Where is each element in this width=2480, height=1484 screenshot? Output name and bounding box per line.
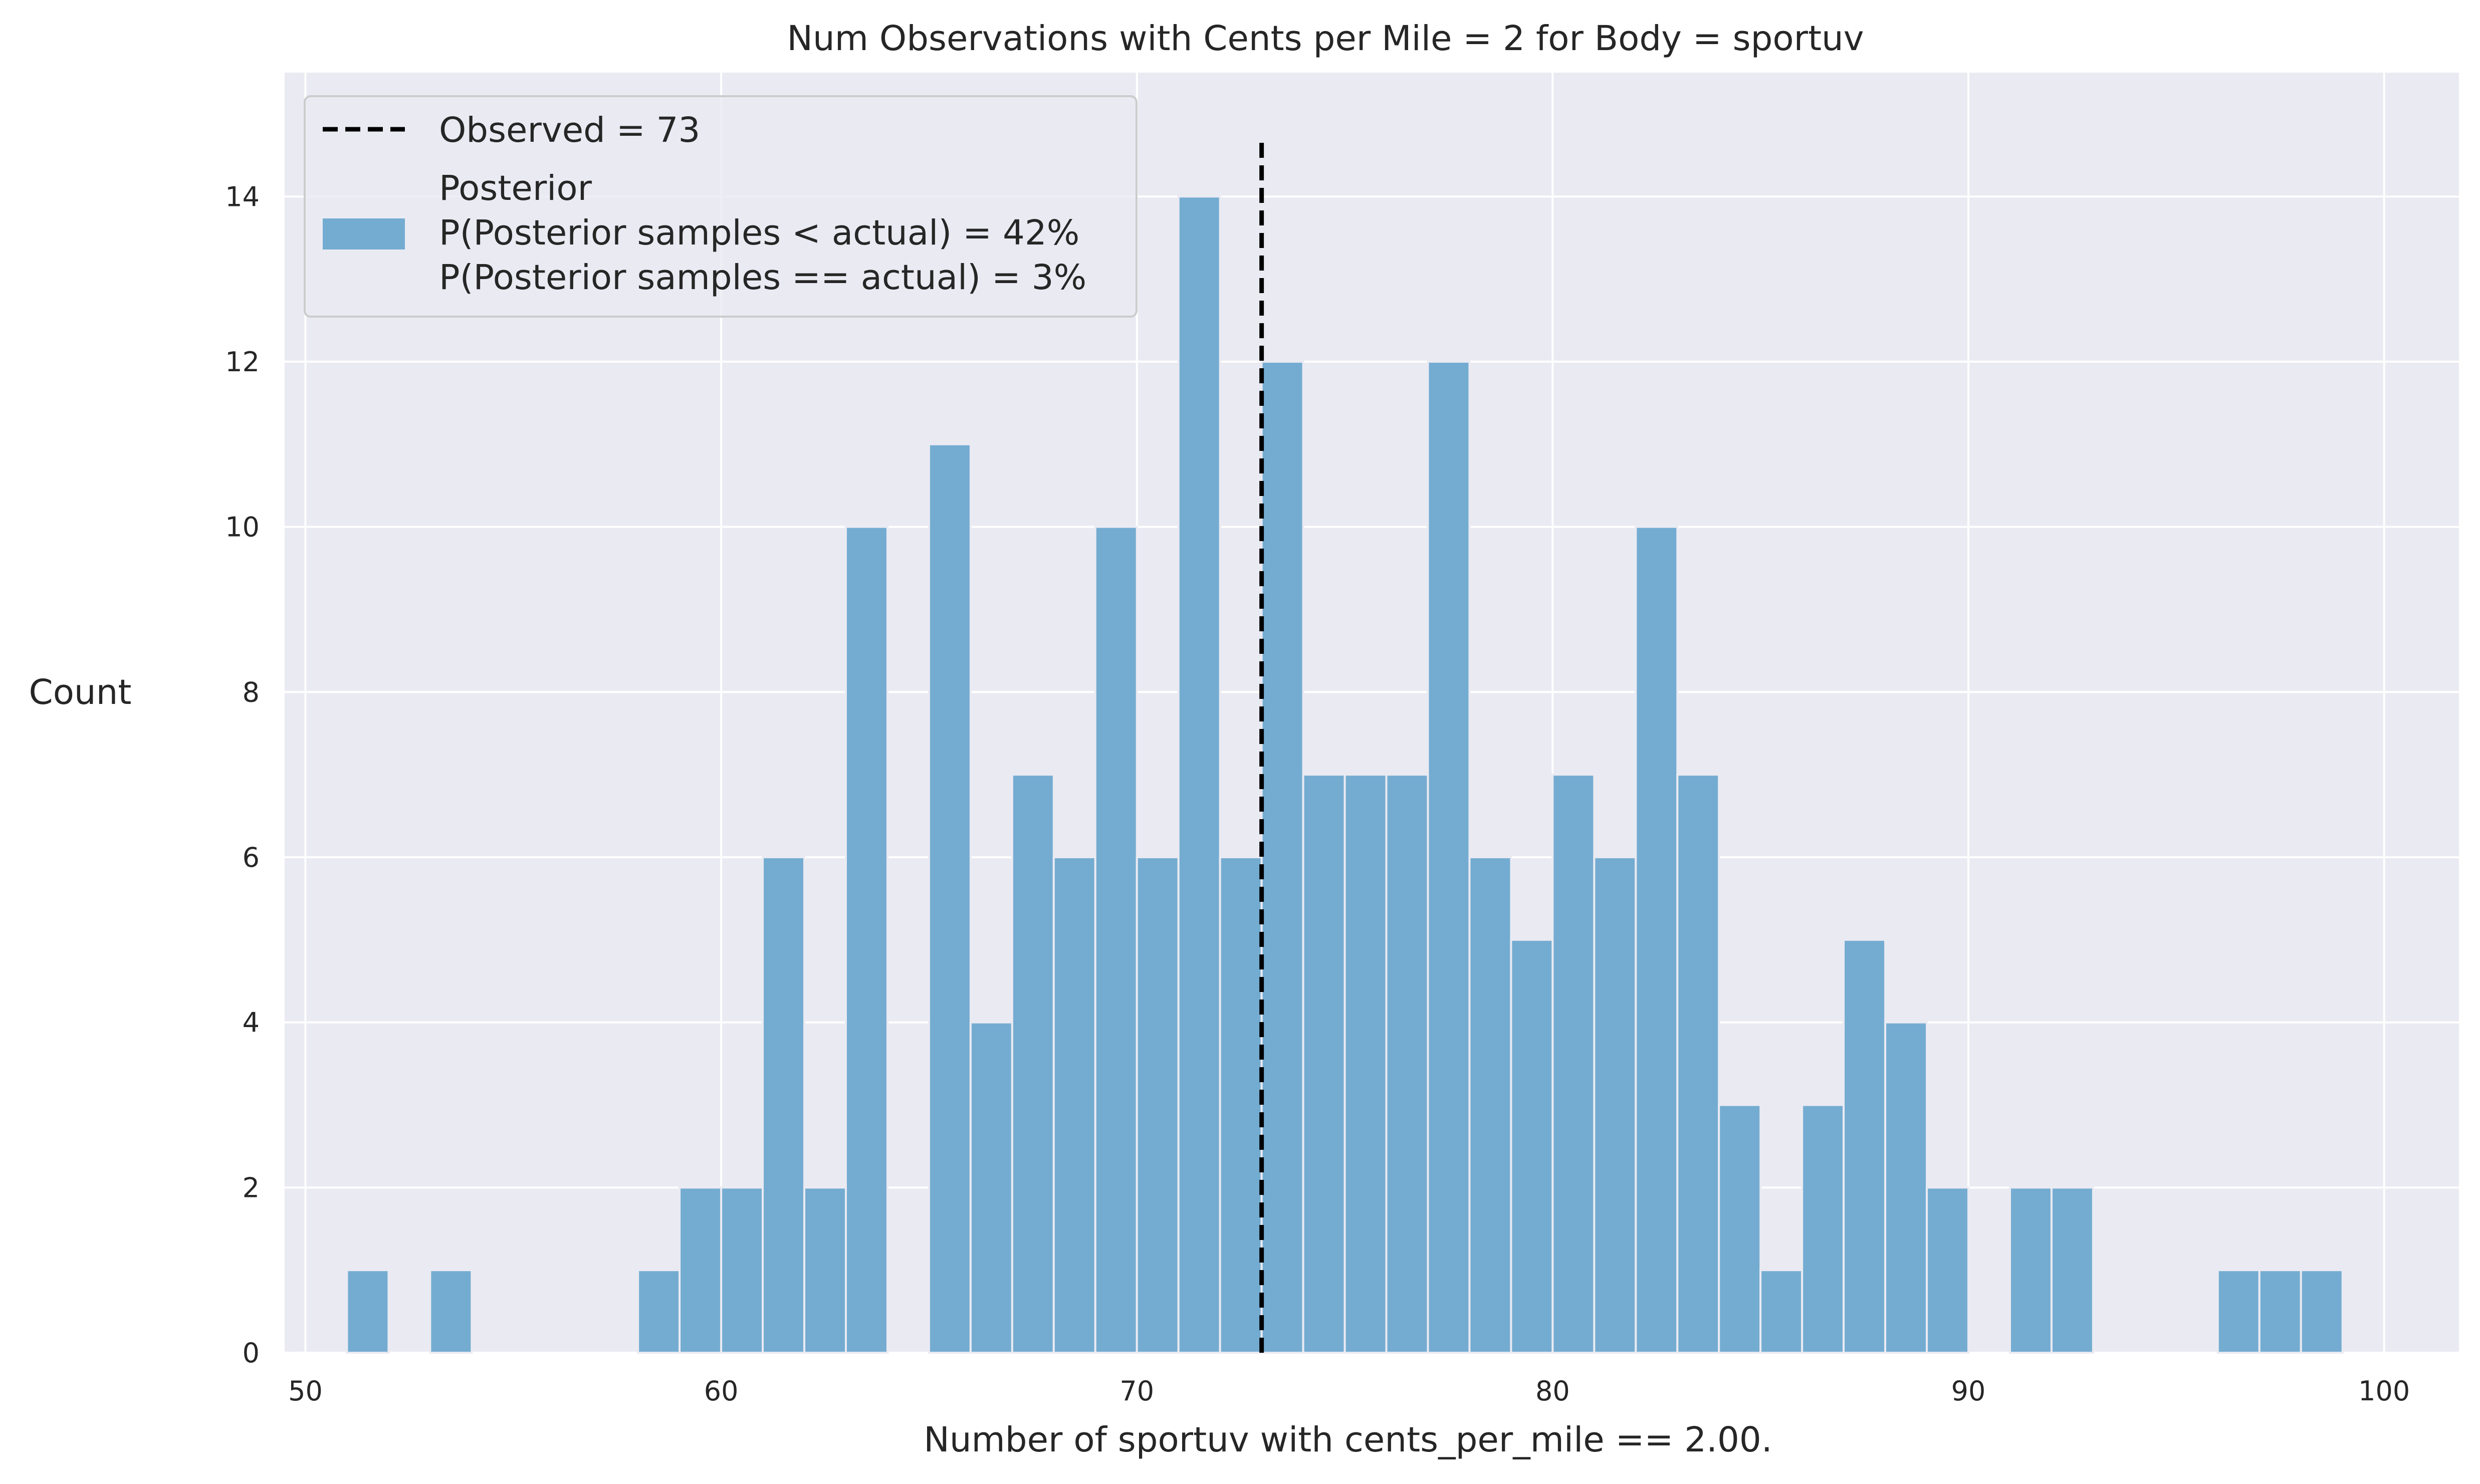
histogram-bar: [969, 1021, 1013, 1354]
y-tick-label: 0: [243, 1337, 260, 1369]
y-tick-label: 2: [243, 1172, 260, 1203]
legend-box: [304, 95, 1138, 318]
histogram-bar: [1801, 1104, 1845, 1354]
histogram-bar: [1343, 774, 1388, 1354]
histogram-bar: [2216, 1269, 2261, 1354]
histogram-bar: [1136, 856, 1180, 1354]
x-tick-labels: 50 60 70 80 90 100: [288, 1375, 2410, 1407]
legend-posterior-line-3: P(Posterior samples == actual) = 3%: [439, 258, 1086, 298]
x-axis-label: Number of sportuv with cents_per_mile ==…: [924, 1420, 1772, 1460]
x-tick-label: 50: [288, 1375, 323, 1407]
x-tick-label: 100: [2358, 1375, 2410, 1407]
histogram-bar: [1385, 774, 1429, 1354]
histogram-bar: [1011, 774, 1055, 1354]
histogram-bar: [762, 856, 806, 1354]
histogram-bar: [1510, 938, 1554, 1354]
histogram-bar: [1718, 1104, 1762, 1354]
legend-posterior-line-1: Posterior: [439, 168, 592, 208]
chart-title: Num Observations with Cents per Mile = 2…: [787, 19, 1864, 59]
x-tick-label: 80: [1535, 1375, 1570, 1407]
histogram-bar: [803, 1186, 847, 1354]
histogram-bar: [1219, 856, 1263, 1354]
histogram-bar: [346, 1269, 390, 1354]
y-tick-label: 8: [243, 676, 260, 708]
histogram-bar: [637, 1269, 681, 1354]
histogram-bar: [1052, 856, 1096, 1354]
x-tick-label: 60: [704, 1375, 739, 1407]
y-axis-label: Count: [29, 672, 132, 712]
histogram-bar: [2050, 1186, 2094, 1354]
histogram-bar: [1676, 774, 1720, 1354]
y-tick-label: 10: [225, 512, 260, 543]
legend-observed-label: Observed = 73: [439, 110, 700, 150]
histogram-bar: [429, 1269, 473, 1354]
histogram-bar: [845, 526, 888, 1354]
histogram-bar: [1635, 526, 1679, 1354]
y-tick-label: 14: [225, 181, 260, 212]
histogram-bar: [928, 443, 972, 1354]
histogram-bar: [1094, 526, 1138, 1354]
histogram-bar: [1759, 1269, 1803, 1354]
y-tick-label: 12: [225, 346, 260, 378]
y-tick-label: 4: [243, 1007, 260, 1039]
histogram-bar: [2258, 1269, 2302, 1354]
histogram-bar: [1468, 856, 1512, 1354]
legend: Observed = 73 Posterior P(Posterior samp…: [304, 95, 1138, 318]
histogram-bar: [2300, 1269, 2344, 1354]
histogram-bar: [1177, 195, 1221, 1354]
histogram-bar: [1427, 360, 1471, 1354]
legend-posterior-line-2: P(Posterior samples < actual) = 42%: [439, 213, 1079, 253]
x-tick-label: 90: [1951, 1375, 1986, 1407]
x-tick-label: 70: [1119, 1375, 1154, 1407]
y-tick-label: 6: [243, 842, 260, 873]
histogram-bar: [2008, 1186, 2053, 1354]
histogram-bars: [346, 195, 2344, 1354]
histogram-bar: [1843, 938, 1887, 1354]
histogram-bar: [1884, 1021, 1928, 1354]
histogram-bar: [720, 1186, 764, 1354]
histogram-bar: [1302, 774, 1346, 1354]
histogram-bar: [1593, 856, 1637, 1354]
histogram-bar: [1260, 360, 1304, 1354]
histogram-bar: [1551, 774, 1596, 1354]
legend-posterior-swatch: [323, 218, 405, 250]
histogram-bar: [679, 1186, 723, 1354]
histogram-bar: [1926, 1186, 1970, 1354]
y-tick-labels: 0 2 4 6 8 10 12 14: [225, 181, 260, 1369]
